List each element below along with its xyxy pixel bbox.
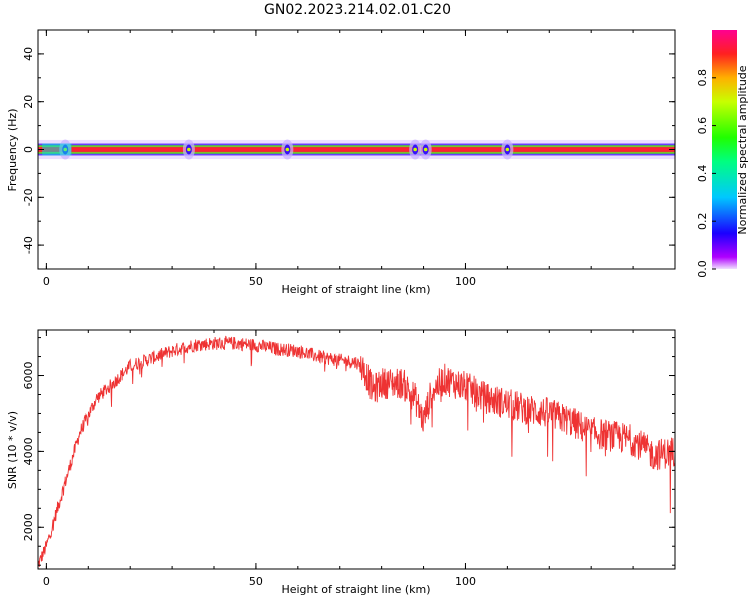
colorbar-label: Normalized spectral amplitude [736,65,749,234]
x-tick-label: 50 [249,575,263,588]
colorbar-tick-label: 0.0 [696,260,709,278]
colorbar-ticks: 0.0 0.2 0.4 0.6 0.8 [696,69,716,278]
x-tick-label: 50 [249,275,263,288]
snr-panel: 0 50 100 2000 4000 6000 Height of straight li… [6,329,676,596]
band-spot [285,147,290,152]
spectrogram-ticks: 0 50 100 -40 -20 0 20 40 [22,29,676,288]
colorbar-tick-label: 0.8 [696,69,709,87]
spectrogram-ylabel: Frequency (Hz) [6,109,19,192]
spectrogram-panel: 0 50 100 -40 -20 0 20 40 Height of straight lin… [6,29,676,296]
chart-title: GN02.2023.214.02.01.C20 [264,2,451,18]
band-spot [187,147,191,152]
band-spot [505,147,510,152]
snr-ticks: 0 50 100 2000 4000 6000 [22,330,676,588]
x-tick-label: 100 [455,275,476,288]
snr-xlabel: Height of straight line (km) [281,583,430,596]
band-core [38,147,675,152]
y-tick-label: -20 [22,188,35,206]
y-tick-label: 6000 [22,362,35,390]
colorbar-tick-label: 0.6 [696,117,709,135]
band-cyan-patch [42,143,72,156]
snr-frame [37,329,676,570]
spectrogram-band [38,139,675,160]
y-tick-label: 20 [22,95,35,109]
snr-plot-area [38,335,675,567]
y-tick-label: 0 [22,146,35,153]
spectrogram-xlabel: Height of straight line (km) [281,283,430,296]
y-tick-label: -40 [22,236,35,254]
colorbar: 0.0 0.2 0.4 0.6 0.8 Normalized spectral ampl… [696,30,749,278]
x-tick-label: 0 [43,275,50,288]
y-tick-label: 40 [22,47,35,61]
y-tick-label: 2000 [22,513,35,541]
x-tick-label: 0 [43,575,50,588]
snr-line [38,335,675,567]
colorbar-tick-label: 0.4 [696,165,709,183]
snr-ylabel: SNR (10 * v/v) [6,411,19,489]
colorbar-gradient [712,30,737,269]
y-tick-label: 4000 [22,437,35,465]
x-tick-label: 100 [455,575,476,588]
colorbar-tick-label: 0.2 [696,212,709,230]
band-spot [423,147,428,152]
band-spot [413,147,417,152]
